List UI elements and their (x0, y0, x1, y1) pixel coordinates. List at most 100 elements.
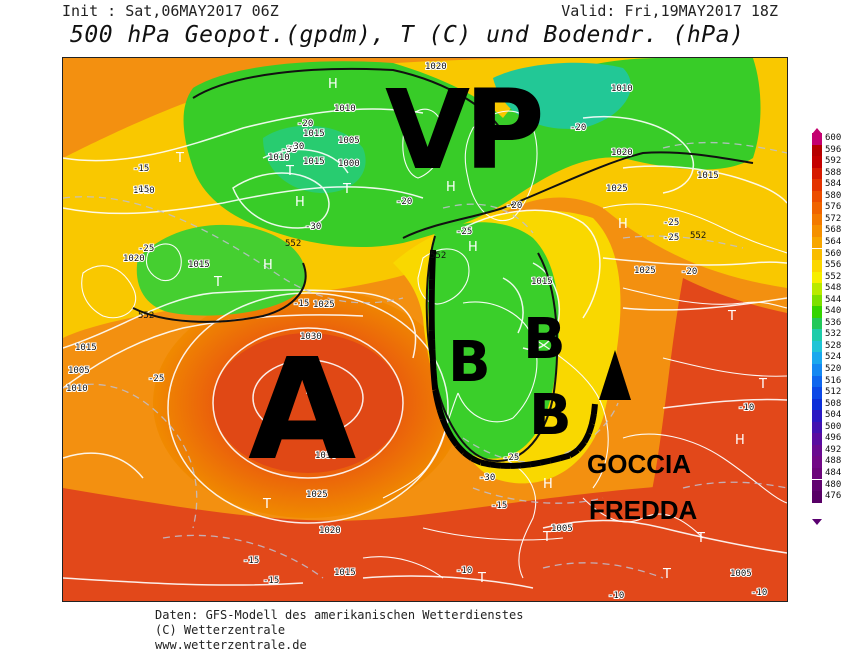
legend-label: 496 (825, 433, 842, 444)
legend-swatch (812, 260, 822, 272)
temperature-label: -25 (503, 453, 519, 463)
legend-label: 572 (825, 213, 842, 224)
legend-label: 504 (825, 410, 842, 421)
pressure-label: 1030 (300, 332, 322, 342)
legend-entry: 572 (812, 213, 850, 226)
legend-label: 580 (825, 190, 842, 201)
legend-label: 560 (825, 248, 842, 259)
legend-label: 476 (825, 491, 842, 502)
legend-entry: 512 (812, 387, 850, 399)
low-marker: T (285, 164, 294, 179)
temperature-label: -30 (305, 222, 321, 232)
low-annotation: B (448, 330, 491, 395)
pressure-label: 1010 (66, 384, 88, 394)
legend-swatch (812, 133, 822, 145)
low-annotation: B (529, 383, 572, 448)
legend-swatch (812, 456, 822, 468)
temperature-label: -25 (663, 233, 679, 243)
legend-label: 524 (825, 352, 842, 363)
legend-swatch (812, 387, 822, 399)
legend-entry: 544 (812, 294, 850, 307)
footer: Daten: GFS-Modell des amerikanischen Wet… (155, 608, 523, 653)
legend-label: 484 (825, 467, 842, 478)
pressure-label: 1020 (123, 254, 145, 264)
legend-entry: 568 (812, 225, 850, 237)
legend-cap-top (812, 128, 822, 134)
pressure-label: 1005 (551, 524, 573, 534)
weather-map: 1020 1010 1015 1005 1000 1010 1015 1010 … (62, 57, 788, 602)
low-marker: T (342, 182, 351, 197)
pressure-label: 1025 (634, 266, 656, 276)
legend-swatch (812, 202, 822, 214)
pressure-label: 1030 (315, 451, 337, 461)
low-annotation: B (523, 307, 566, 372)
temperature-label: -10 (608, 591, 624, 601)
valid-time: Valid: Fri,19MAY2017 18Z (561, 2, 778, 20)
green-atlantic-low (136, 224, 306, 316)
legend-swatch (812, 294, 822, 307)
legend-swatch (812, 375, 822, 388)
temperature-label: -15 (243, 556, 259, 566)
legend-entry: 492 (812, 444, 850, 457)
temperature-label: -35 (281, 145, 297, 155)
legend-swatch (812, 317, 822, 330)
legend-label: 568 (825, 225, 842, 236)
high-marker: H (468, 240, 478, 255)
red-zone-south (63, 478, 787, 601)
legend-swatch (812, 433, 822, 445)
pressure-label: 1005 (68, 366, 90, 376)
chart-title: 500 hPa Geopot.(gpdm), T (C) und Bodendr… (70, 22, 745, 48)
legend-label: 564 (825, 236, 842, 247)
temperature-label: -25 (138, 244, 154, 254)
legend-entry: 556 (812, 260, 850, 272)
pressure-label: 1000 (338, 159, 360, 169)
legend-entry: 560 (812, 248, 850, 260)
legend-entry: 488 (812, 456, 850, 468)
legend-entry: 532 (812, 329, 850, 341)
legend-label: 548 (825, 283, 842, 294)
pressure-label: 1005 (338, 136, 360, 146)
high-marker: H (473, 119, 483, 134)
legend-label: 508 (825, 398, 842, 409)
pressure-label: 1020 (425, 62, 447, 72)
legend-swatch (812, 364, 822, 376)
legend-label: 576 (825, 202, 842, 213)
cyan-core-north (493, 62, 631, 129)
cold-drop-label-line1: GOCCIA (587, 449, 691, 479)
legend-entry: 476 (812, 491, 850, 503)
legend-entry: 480 (812, 479, 850, 491)
legend-entry: 580 (812, 190, 850, 203)
legend-swatch (812, 156, 822, 168)
legend-label: 584 (825, 179, 842, 190)
legend-entry: 496 (812, 433, 850, 445)
pressure-label: 1015 (188, 260, 210, 270)
map-svg: 1020 1010 1015 1005 1000 1010 1015 1010 … (63, 58, 787, 601)
temperature-label: -25 (148, 374, 164, 384)
legend-swatch (812, 467, 822, 480)
low-marker: T (262, 497, 271, 512)
pressure-label: 1020 (319, 526, 341, 536)
legend-entry: 564 (812, 236, 850, 249)
legend-swatch (812, 283, 822, 295)
geopotential-label: 552 (138, 311, 154, 321)
legend-entry: 484 (812, 467, 850, 480)
temperature-label: -10 (456, 566, 472, 576)
temperature-label: -25 (456, 227, 472, 237)
temperature-label: -20 (297, 119, 313, 129)
high-marker: H (295, 195, 305, 210)
legend-label: 600 (825, 133, 842, 143)
cold-drop-dotted-line (428, 249, 599, 469)
coastlines (81, 108, 787, 579)
legend-swatch (812, 340, 822, 353)
legend-label: 480 (825, 479, 842, 490)
pressure-label: 1025 (306, 490, 328, 500)
legend-entry: 508 (812, 398, 850, 411)
legend-entry: 576 (812, 202, 850, 214)
legend-swatch (812, 444, 822, 457)
legend-entry: 528 (812, 340, 850, 353)
legend-label: 520 (825, 364, 842, 374)
legend-label: 532 (825, 329, 842, 340)
temperature-label: -30 (479, 473, 495, 483)
legend-entry: 504 (812, 410, 850, 422)
geopotential-label: 552 (690, 231, 706, 241)
